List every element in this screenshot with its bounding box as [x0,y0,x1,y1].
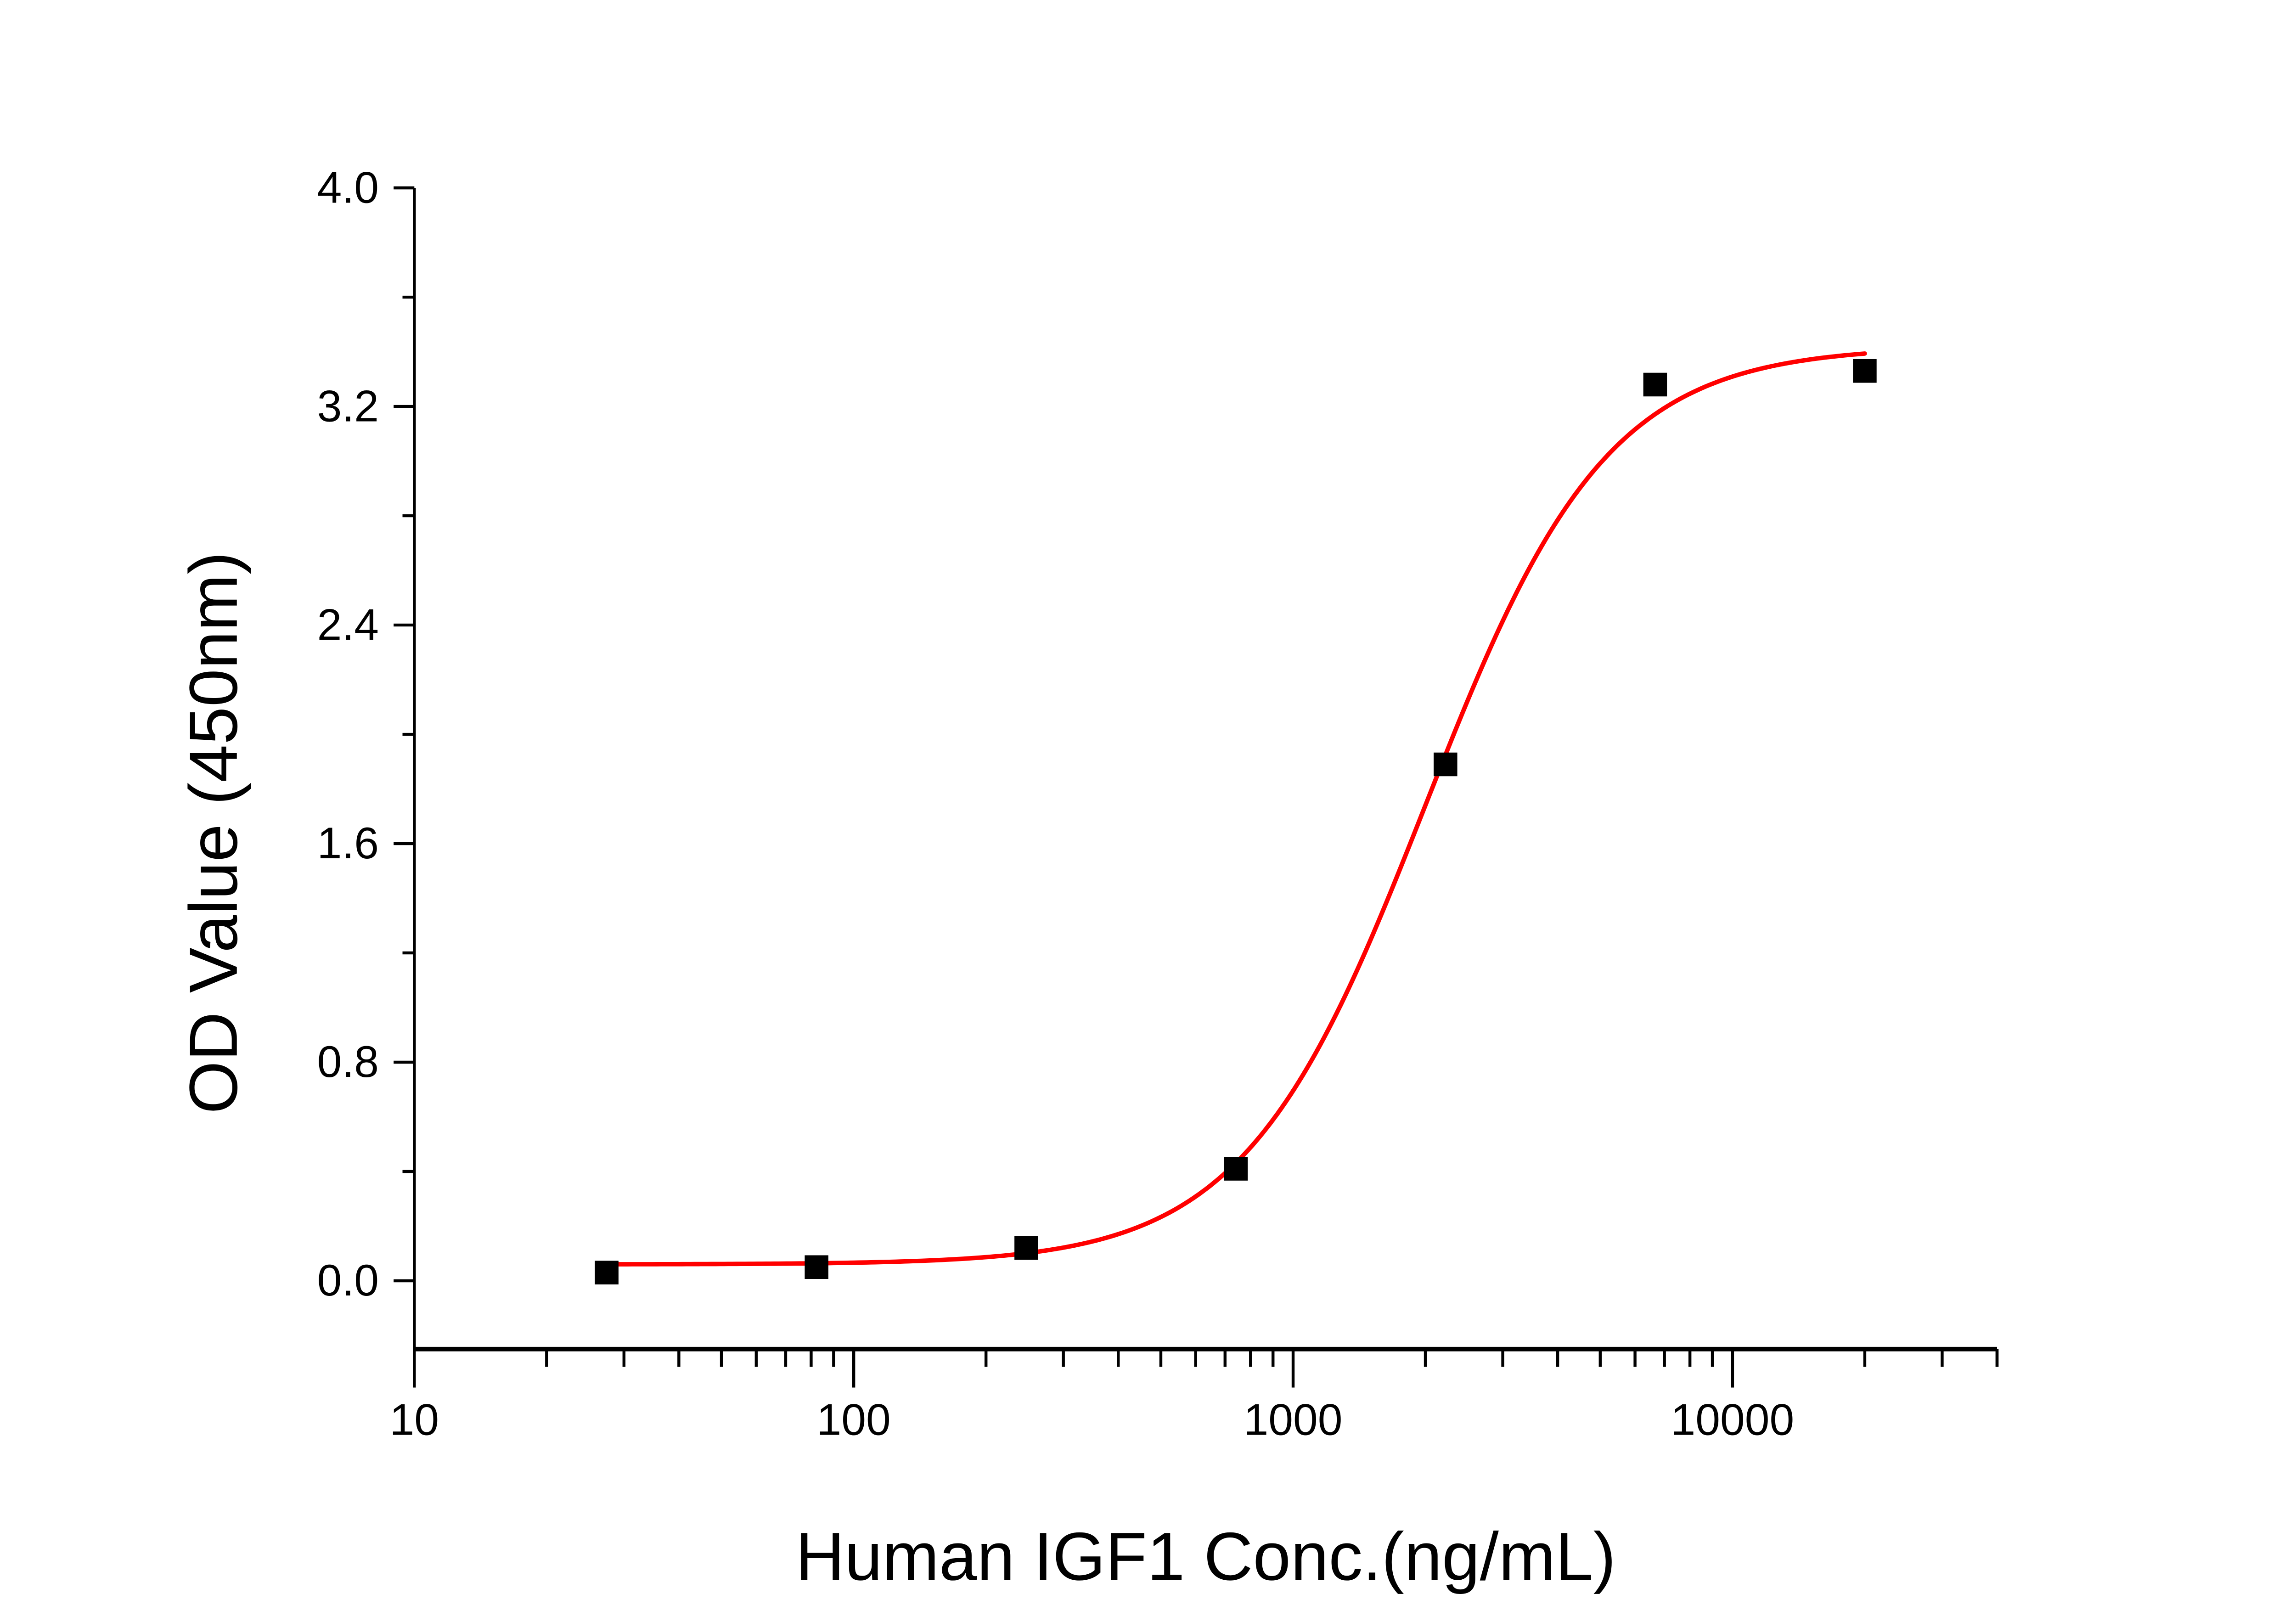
y-tick-label: 2.4 [317,600,379,649]
x-axis-title: Human IGF1 Conc.(ng/mL) [795,1519,1616,1594]
y-tick-label: 1.6 [317,819,379,868]
y-tick-label: 0.0 [317,1256,379,1305]
y-tick-label: 4.0 [317,163,379,212]
y-axis-title: OD Value (450nm) [176,552,252,1114]
x-tick-label: 1000 [1244,1396,1343,1445]
data-point [1434,752,1458,777]
y-tick-label: 0.8 [317,1037,379,1087]
data-point [1643,372,1667,397]
y-tick-label: 3.2 [317,382,379,431]
axes [413,188,1997,1352]
data-point [1853,359,1877,383]
x-tick-label: 100 [817,1396,891,1445]
data-point [595,1261,619,1284]
marks [595,351,1877,1284]
data-point [1224,1157,1248,1181]
data-point [805,1255,828,1279]
fit-curve [604,351,1867,1267]
x-tick-label: 10 [390,1396,439,1445]
x-tick-label: 10000 [1671,1396,1795,1445]
data-point [1014,1236,1038,1260]
ticks: 0.0 0.8 1.6 2.4 3.2 4.0 10 100 1000 10000 [317,163,1999,1445]
